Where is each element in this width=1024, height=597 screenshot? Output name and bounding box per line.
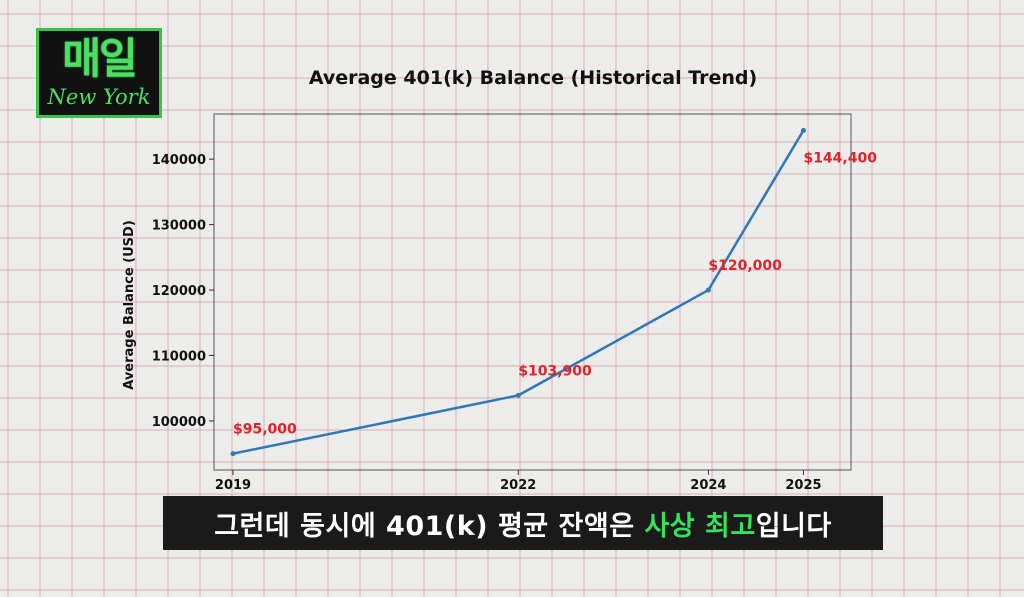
data-label: $95,000: [233, 422, 297, 438]
y-tick-label: 120000: [152, 284, 206, 299]
chart-title: Average 401(k) Balance (Historical Trend…: [309, 67, 757, 89]
data-point: [800, 127, 806, 133]
caption-text-end: 입니다: [755, 510, 832, 542]
y-tick-label: 110000: [152, 349, 206, 364]
data-point: [515, 392, 521, 398]
series-line: [232, 129, 805, 455]
x-tick-label: 2025: [785, 478, 821, 493]
y-tick-label: 100000: [152, 415, 206, 430]
data-label: $144,400: [803, 150, 877, 166]
logo-subtitle: New York: [47, 85, 151, 109]
caption-text: 그런데 동시에 401(k) 평균 잔액은: [214, 510, 645, 542]
y-axis-label: Average Balance (USD): [122, 220, 137, 390]
caption-highlight: 사상 최고: [644, 510, 756, 542]
x-tick-label: 2019: [215, 478, 251, 493]
x-tick-label: 2022: [500, 478, 536, 493]
channel-logo: 매일 New York: [36, 28, 162, 118]
logo-title: 매일: [62, 34, 137, 83]
y-tick-label: 140000: [152, 153, 206, 168]
x-tick-label: 2024: [690, 478, 726, 493]
subtitle-caption: 그런데 동시에 401(k) 평균 잔액은 사상 최고 입니다: [163, 496, 883, 550]
data-label: $120,000: [708, 258, 782, 274]
plot-frame: [213, 113, 852, 471]
data-point: [230, 451, 236, 457]
y-tick-label: 130000: [152, 219, 206, 234]
data-label: $103,900: [518, 363, 592, 379]
data-point: [705, 287, 711, 293]
